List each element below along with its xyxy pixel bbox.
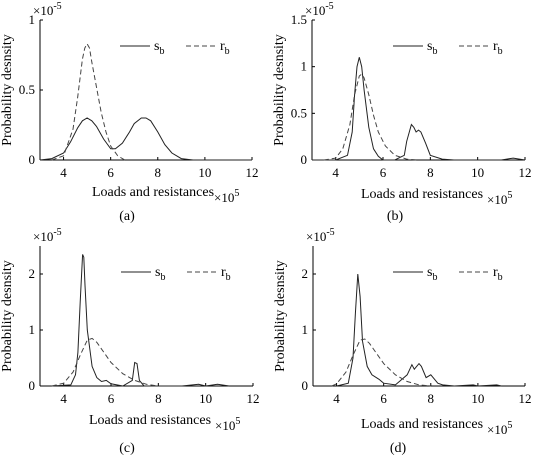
y-tick-label: 1.5 [291,12,307,27]
y-tick-label: 0 [301,152,308,167]
x-tick-label: 10 [198,165,211,180]
y-tick-label: 1 [301,59,308,74]
y-axis-label: Probability desnsity [0,34,15,146]
series-line-sb [312,57,526,161]
x-tick-label: 12 [247,391,260,406]
x-axis-label: Loads and resistances [92,185,214,200]
series-line-rb [331,338,431,387]
y-tick-label: 0 [29,152,36,167]
legend: sb rb [393,265,503,283]
legend-label-rb: rb [493,39,503,57]
y-tick-label: 1 [302,322,309,337]
series-line-rb [51,42,126,161]
series-line-rb [323,73,419,161]
x-axis-label: Loads and resistances [89,413,211,428]
x-tick-label: 8 [427,165,434,180]
panel-caption: (b) [387,209,404,224]
series-line-sb [39,117,252,161]
y-axis-label: Probability desnsity [273,260,288,372]
legend: sb rb [393,39,503,57]
x-tick-label: 10 [471,391,484,406]
panel-caption: (d) [390,441,407,456]
series-line-rb [51,337,159,387]
legend-label-sb: sb [154,39,164,57]
y-tick-label: 0.5 [291,105,307,120]
y-exponent-label: ×10-5 [33,227,62,244]
chart-panel-2: 4 6 8 10 12 0 0.5 1 1.5×10-5 ×105 Loads and resist… [272,1,532,224]
legend-label-rb: rb [221,265,231,283]
y-tick-label: 0.5 [19,82,35,97]
panel-caption: (c) [119,441,135,456]
y-tick-label: 1 [29,322,36,337]
series-line-sb [51,254,230,387]
x-exponent-label: ×105 [487,420,512,437]
x-tick-label: 6 [380,165,387,180]
x-tick-label: 12 [519,391,532,406]
x-exponent-label: ×105 [487,190,512,207]
x-tick-label: 8 [155,165,162,180]
legend: sb rb [120,39,230,57]
x-tick-label: 10 [199,391,212,406]
y-tick-label: 2 [29,266,36,281]
legend: sb rb [121,265,231,283]
x-tick-label: 10 [471,165,484,180]
legend-label-rb: rb [493,265,503,283]
x-tick-label: 4 [332,165,339,180]
series-line-sb [336,273,502,387]
y-exponent-label: ×10-5 [305,1,334,18]
y-tick-label: 2 [302,266,309,281]
x-tick-label: 6 [108,391,115,406]
x-tick-label: 8 [155,391,162,406]
legend-label-sb: sb [155,265,165,283]
x-tick-label: 4 [60,391,67,406]
x-axis-label: Loads and resistances [361,187,483,202]
x-tick-label: 4 [333,391,340,406]
y-tick-label: 1 [29,12,36,27]
panel-caption: (a) [119,209,135,224]
legend-label-sb: sb [427,265,437,283]
y-tick-label: 0 [302,378,309,393]
y-axis-label: Probability desnsity [272,34,287,146]
y-exponent-label: ×10-5 [306,227,335,244]
y-exponent-label: ×10-5 [33,1,62,18]
x-axis-label: Loads and resistances [361,417,483,432]
x-tick-label: 12 [519,165,532,180]
x-tick-label: 8 [428,391,435,406]
x-exponent-label: ×105 [215,416,240,433]
y-axis-label: Probability desnsity [0,260,15,372]
x-tick-label: 12 [246,165,259,180]
legend-label-sb: sb [427,39,437,57]
legend-label-rb: rb [220,39,230,57]
x-tick-label: 4 [60,165,67,180]
x-tick-label: 6 [107,165,114,180]
y-tick-label: 0 [29,378,36,393]
x-tick-label: 6 [380,391,387,406]
x-exponent-label: ×105 [214,188,239,205]
